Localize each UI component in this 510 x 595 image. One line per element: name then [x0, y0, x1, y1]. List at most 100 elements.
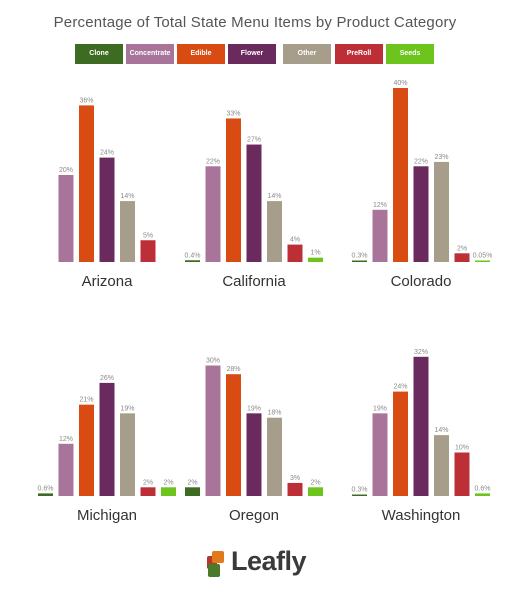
data-label-washington-preroll: 10%	[455, 445, 469, 452]
legend-item-concentrate: Concentrate	[126, 44, 174, 64]
bar-michigan-preroll	[140, 487, 156, 496]
data-label-washington-edible: 24%	[393, 384, 407, 391]
leafly-leaf-icon	[207, 551, 224, 577]
bar-colorado-preroll	[454, 253, 470, 262]
data-label-california-concentrate: 22%	[206, 158, 220, 165]
legend-item-flower: Flower	[228, 44, 276, 64]
bar-oregon-flower	[246, 413, 262, 496]
data-label-california-clone: 0.4%	[185, 252, 201, 259]
data-label-colorado-preroll: 2%	[457, 245, 467, 252]
data-label-michigan-flower: 26%	[100, 375, 114, 382]
bar-oregon-seeds	[308, 487, 323, 496]
bar-michigan-edible	[79, 404, 94, 496]
logo-text: Leafly	[231, 546, 307, 576]
bar-michigan-clone	[38, 493, 53, 496]
bar-michigan-other	[120, 413, 135, 496]
data-label-oregon-edible: 28%	[226, 366, 240, 373]
data-label-oregon-clone: 2%	[187, 479, 197, 486]
legend-item-other: Other	[283, 44, 331, 64]
data-label-oregon-seeds: 2%	[310, 479, 320, 486]
data-label-colorado-clone: 0.3%	[352, 253, 368, 260]
bar-california-concentrate	[205, 166, 221, 262]
data-label-michigan-seeds: 2%	[163, 479, 173, 486]
bar-arizona-edible	[79, 105, 94, 263]
bar-washington-edible	[393, 391, 408, 496]
data-label-california-edible: 33%	[226, 110, 240, 117]
legend-item-edible: Edible	[177, 44, 225, 64]
bar-colorado-concentrate	[372, 209, 388, 262]
data-label-colorado-other: 23%	[434, 154, 448, 161]
bar-colorado-seeds	[475, 260, 490, 262]
legend: Clone Concentrate Edible Flower Other Pr…	[0, 44, 510, 66]
data-label-washington-concentrate: 19%	[373, 405, 387, 412]
data-label-oregon-concentrate: 30%	[206, 358, 220, 365]
data-label-california-preroll: 4%	[290, 237, 300, 244]
data-label-colorado-edible: 40%	[393, 80, 407, 87]
state-label-california: California	[222, 273, 286, 290]
data-label-oregon-preroll: 3%	[290, 475, 300, 482]
bar-arizona-other	[120, 201, 135, 262]
data-label-michigan-clone: 0.6%	[38, 485, 54, 492]
bar-oregon-edible	[226, 374, 241, 496]
state-label-arizona: Arizona	[82, 273, 134, 290]
data-label-michigan-preroll: 2%	[143, 479, 153, 486]
data-label-colorado-seeds: 0.05%	[473, 253, 493, 260]
bar-michigan-concentrate	[58, 443, 74, 496]
panel-california: 0.4% 22% 33% 27% 14% 4% 1% California	[185, 110, 323, 290]
data-label-arizona-other: 14%	[120, 193, 134, 200]
legend-item-clone: Clone	[75, 44, 123, 64]
panel-washington: 0.3% 19% 24% 32% 14% 10% 0.6% Washington	[352, 349, 491, 524]
panel-arizona: 20% 36% 24% 14% 5% Arizona	[58, 97, 156, 290]
data-label-washington-seeds: 0.6%	[475, 485, 491, 492]
bar-washington-preroll	[454, 452, 470, 496]
state-label-washington: Washington	[382, 507, 461, 524]
bar-arizona-flower	[99, 157, 115, 262]
panel-colorado: 0.3% 12% 40% 22% 23% 2% 0.05% Colorado	[352, 80, 493, 290]
data-label-arizona-preroll: 5%	[143, 232, 153, 239]
bar-arizona-concentrate	[58, 175, 74, 262]
chart-title: Percentage of Total State Menu Items by …	[53, 14, 457, 31]
state-label-oregon: Oregon	[229, 507, 279, 524]
data-label-arizona-edible: 36%	[79, 97, 93, 104]
data-label-california-other: 14%	[267, 193, 281, 200]
bar-colorado-edible	[393, 88, 408, 262]
data-label-arizona-concentrate: 20%	[59, 167, 73, 174]
data-label-michigan-other: 19%	[120, 405, 134, 412]
data-label-washington-other: 14%	[434, 427, 448, 434]
bar-colorado-other	[434, 161, 449, 262]
bar-washington-other	[434, 435, 449, 496]
data-label-oregon-other: 18%	[267, 410, 281, 417]
data-label-california-seeds: 1%	[310, 250, 320, 257]
data-label-colorado-concentrate: 12%	[373, 202, 387, 209]
data-label-washington-flower: 32%	[414, 349, 428, 356]
bar-colorado-flower	[413, 166, 429, 262]
data-label-colorado-flower: 22%	[414, 158, 428, 165]
bar-colorado-clone	[352, 260, 367, 262]
leafly-logo: Leafly	[205, 546, 307, 582]
bar-california-seeds	[308, 257, 323, 262]
bar-michigan-seeds	[161, 487, 176, 496]
data-label-michigan-edible: 21%	[79, 397, 93, 404]
data-label-michigan-concentrate: 12%	[59, 436, 73, 443]
data-label-oregon-flower: 19%	[247, 405, 261, 412]
data-label-california-flower: 27%	[247, 137, 261, 144]
bar-oregon-preroll	[287, 482, 303, 496]
bar-washington-clone	[352, 494, 367, 496]
bar-california-clone	[185, 260, 200, 262]
bar-washington-flower	[413, 356, 429, 496]
bar-oregon-other	[267, 417, 282, 496]
legend-item-seeds: Seeds	[386, 44, 434, 64]
bar-california-flower	[246, 144, 262, 262]
panel-michigan: 0.6% 12% 21% 26% 19% 2% 2% Michigan	[38, 375, 176, 524]
data-label-arizona-flower: 24%	[100, 150, 114, 157]
bar-california-edible	[226, 118, 241, 262]
bar-arizona-preroll	[140, 240, 156, 262]
bar-california-other	[267, 201, 282, 262]
data-label-washington-clone: 0.3%	[352, 487, 368, 494]
state-label-colorado: Colorado	[391, 273, 452, 290]
bar-washington-concentrate	[372, 413, 388, 496]
bar-oregon-clone	[185, 487, 200, 496]
bar-oregon-concentrate	[205, 365, 221, 496]
state-label-michigan: Michigan	[77, 507, 137, 524]
